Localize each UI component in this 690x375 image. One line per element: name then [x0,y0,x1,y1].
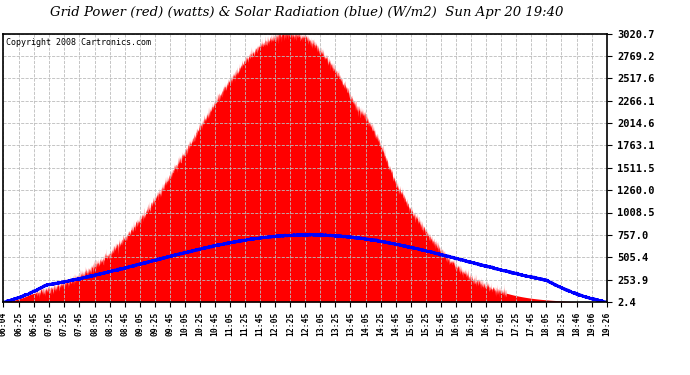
Text: Grid Power (red) (watts) & Solar Radiation (blue) (W/m2)  Sun Apr 20 19:40: Grid Power (red) (watts) & Solar Radiati… [50,6,564,19]
Text: Copyright 2008 Cartronics.com: Copyright 2008 Cartronics.com [6,38,152,47]
